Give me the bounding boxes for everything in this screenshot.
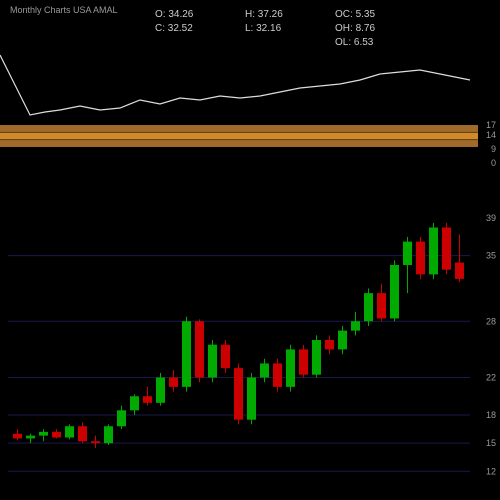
svg-text:35: 35	[486, 251, 496, 261]
indicator-panel: 1714 9 0	[0, 0, 500, 180]
svg-text:18: 18	[486, 410, 496, 420]
svg-text:17: 17	[486, 120, 496, 130]
svg-text:9: 9	[491, 144, 496, 154]
svg-text:12: 12	[486, 466, 496, 476]
svg-text:14: 14	[486, 130, 496, 140]
svg-text:39: 39	[486, 213, 496, 223]
candlestick-chart: 12 15 18 22 28 35 39	[0, 180, 500, 500]
svg-text:22: 22	[486, 373, 496, 383]
svg-text:0: 0	[491, 158, 496, 168]
svg-text:28: 28	[486, 316, 496, 326]
svg-text:15: 15	[486, 438, 496, 448]
